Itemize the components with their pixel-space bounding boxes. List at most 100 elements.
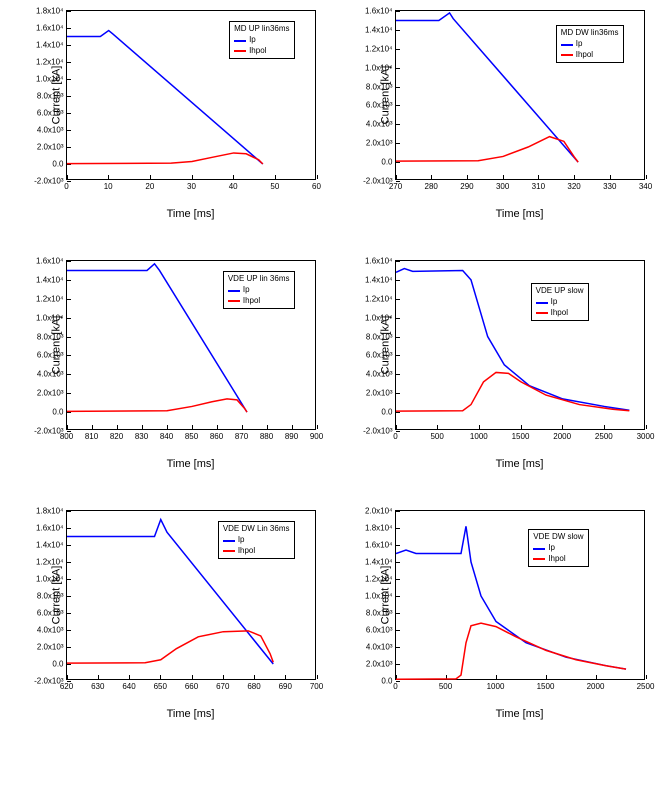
legend-swatch	[561, 44, 573, 46]
ytick-label: 2.0x10⁴	[365, 507, 395, 516]
legend: VDE DW Lin 36msIpIhpol	[218, 521, 295, 559]
plot-area: -2.0x10³0.02.0x10³4.0x10³6.0x10³8.0x10³1…	[395, 10, 645, 180]
legend-label: Ip	[243, 285, 250, 295]
legend-row-Ip: Ip	[234, 35, 289, 45]
legend-label: Ihpol	[548, 554, 565, 564]
ylabel: Current [kA]	[379, 566, 391, 625]
legend-label: Ihpol	[243, 296, 260, 306]
legend-swatch	[228, 300, 240, 302]
ytick-label: 1.8x10⁴	[365, 524, 395, 533]
ytick-label: 1.6x10⁴	[365, 541, 395, 550]
ytick-label: 2.0x10³	[37, 143, 67, 152]
series-Ip	[396, 269, 629, 411]
legend-label: Ip	[548, 543, 555, 553]
xlabel: Time [ms]	[167, 458, 215, 470]
ytick-label: -2.0x10³	[34, 177, 66, 186]
legend-label: Ihpol	[551, 308, 568, 318]
ytick-label: 1.2x10⁴	[365, 294, 395, 303]
ytick-label: 1.2x10⁴	[365, 44, 395, 53]
chart-vde-dw-lin: -2.0x10³0.02.0x10³4.0x10³6.0x10³8.0x10³1…	[10, 510, 319, 720]
xlabel: Time [ms]	[496, 208, 544, 220]
legend-row-Ip: Ip	[536, 297, 584, 307]
ytick-label: 4.0x10³	[366, 643, 396, 652]
legend-label: Ihpol	[238, 546, 255, 556]
legend-row-Ihpol: Ihpol	[561, 50, 619, 60]
ytick-label: 0.0	[52, 408, 66, 417]
legend-row-Ip: Ip	[223, 535, 290, 545]
legend-row-Ip: Ip	[228, 285, 290, 295]
legend-swatch	[533, 548, 545, 550]
legend-swatch	[234, 40, 246, 42]
xlabel: Time [ms]	[496, 458, 544, 470]
ytick-label: 4.0x10³	[37, 626, 67, 635]
series-Ihpol	[396, 137, 578, 163]
ytick-label: 1.6x10⁴	[36, 24, 66, 33]
legend-swatch	[536, 302, 548, 304]
chart-md-up: -2.0x10³0.02.0x10³4.0x10³6.0x10³8.0x10³1…	[10, 10, 319, 220]
series-Ihpol	[67, 399, 247, 412]
plot-area: -2.0x10³0.02.0x10³4.0x10³6.0x10³8.0x10³1…	[66, 10, 316, 180]
legend-label: Ip	[576, 39, 583, 49]
legend-swatch	[536, 312, 548, 314]
legend-swatch	[228, 290, 240, 292]
ytick-label: 6.0x10³	[366, 626, 396, 635]
legend-title: MD UP lin36ms	[234, 24, 289, 34]
ytick-label: 2.0x10³	[366, 139, 396, 148]
ylabel: Current [kA]	[50, 316, 62, 375]
legend-label: Ip	[249, 35, 256, 45]
xlabel: Time [ms]	[167, 208, 215, 220]
legend: VDE DW slowIpIhpol	[528, 529, 588, 567]
ytick-label: -2.0x10³	[363, 427, 395, 436]
series-Ip	[67, 264, 247, 412]
legend-row-Ip: Ip	[533, 543, 583, 553]
legend-title: MD DW lin36ms	[561, 28, 619, 38]
ytick-label: 2.0x10³	[37, 643, 67, 652]
legend-title: VDE UP lin 36ms	[228, 274, 290, 284]
ytick-label: 1.4x10⁴	[365, 25, 395, 34]
ytick-label: 1.6x10⁴	[36, 524, 66, 533]
ytick-label: 0.0	[381, 158, 395, 167]
line-layer	[396, 261, 646, 431]
legend-row-Ihpol: Ihpol	[533, 554, 583, 564]
ylabel: Current [kA]	[50, 566, 62, 625]
chart-vde-up-lin: -2.0x10³0.02.0x10³4.0x10³6.0x10³8.0x10³1…	[10, 260, 319, 470]
ytick-label: 0.0	[52, 660, 66, 669]
legend-row-Ihpol: Ihpol	[223, 546, 290, 556]
legend-title: VDE UP slow	[536, 286, 584, 296]
legend-swatch	[234, 50, 246, 52]
plot-area: -2.0x10³0.02.0x10³4.0x10³6.0x10³8.0x10³1…	[66, 260, 316, 430]
series-Ihpol	[67, 153, 263, 164]
ytick-label: 0.0	[52, 160, 66, 169]
chart-vde-up-slow: -2.0x10³0.02.0x10³4.0x10³6.0x10³8.0x10³1…	[339, 260, 648, 470]
ytick-label: 2.0x10³	[37, 389, 67, 398]
ytick-label: 1.2x10⁴	[36, 294, 66, 303]
legend-title: VDE DW Lin 36ms	[223, 524, 290, 534]
legend: MD DW lin36msIpIhpol	[556, 25, 624, 63]
legend-swatch	[561, 54, 573, 56]
ylabel: Current [kA]	[379, 66, 391, 125]
series-Ip	[396, 13, 578, 162]
ytick-label: 0.0	[381, 408, 395, 417]
ytick-label: 1.8x10⁴	[36, 7, 66, 16]
ytick-label: 1.4x10⁴	[36, 541, 66, 550]
legend-label: Ihpol	[576, 50, 593, 60]
legend-label: Ip	[551, 297, 558, 307]
ytick-label: 1.6x10⁴	[365, 7, 395, 16]
xlabel: Time [ms]	[496, 708, 544, 720]
legend-row-Ip: Ip	[561, 39, 619, 49]
legend-swatch	[533, 558, 545, 560]
legend: MD UP lin36msIpIhpol	[229, 21, 294, 59]
ytick-label: 1.4x10⁴	[36, 41, 66, 50]
line-layer	[396, 511, 646, 681]
legend-row-Ihpol: Ihpol	[228, 296, 290, 306]
chart-vde-dw-slow: 0.02.0x10³4.0x10³6.0x10³8.0x10³1.0x10⁴1.…	[339, 510, 648, 720]
legend-title: VDE DW slow	[533, 532, 583, 542]
chart-md-dw: -2.0x10³0.02.0x10³4.0x10³6.0x10³8.0x10³1…	[339, 10, 648, 220]
legend: VDE UP lin 36msIpIhpol	[223, 271, 295, 309]
plot-area: -2.0x10³0.02.0x10³4.0x10³6.0x10³8.0x10³1…	[395, 260, 645, 430]
xlabel: Time [ms]	[167, 708, 215, 720]
ytick-label: 1.6x10⁴	[36, 257, 66, 266]
legend-swatch	[223, 540, 235, 542]
plot-area: -2.0x10³0.02.0x10³4.0x10³6.0x10³8.0x10³1…	[66, 510, 316, 680]
ytick-label: 1.6x10⁴	[365, 257, 395, 266]
